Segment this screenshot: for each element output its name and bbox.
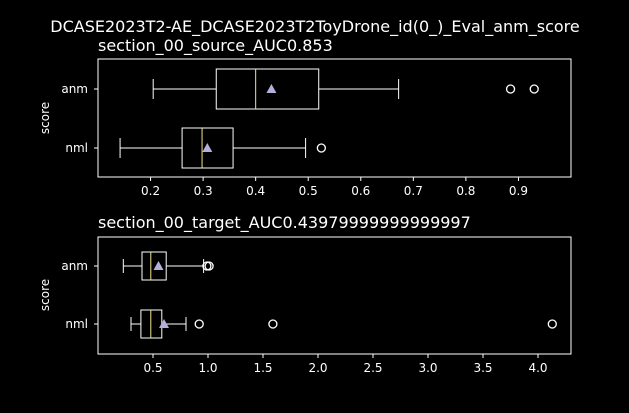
outlier-point-1	[529, 84, 539, 94]
panel-target-ytick-label-anm: anm	[61, 259, 88, 273]
outlier-point-0	[505, 84, 516, 94]
panel-target-box-nml	[130, 309, 557, 339]
panel-target-y-ticks: anm nml	[61, 259, 98, 331]
panel-target-xtick-label-2: 1.5	[253, 361, 272, 375]
panel-source-title: section_00_source_AUC0.853	[98, 36, 333, 56]
panel-target-title: section_00_target_AUC0.43979999999999997	[98, 213, 471, 233]
panel-target: section_00_target_AUC0.43979999999999997…	[38, 213, 572, 375]
panel-target-x-ticks: 0.5 1.0 1.5 2.0 2.5 3.0 3.5 4.0	[143, 354, 548, 375]
outlier-point-0	[316, 143, 327, 153]
panel-target-xtick-label-5: 3.0	[418, 361, 437, 375]
outlier-point-1	[204, 261, 214, 271]
panel-source-boxes	[119, 68, 539, 169]
panel-source-xtick-label-1: 0.3	[194, 184, 213, 198]
mean-marker	[159, 319, 169, 328]
panel-source-xtick-label-5: 0.7	[404, 184, 423, 198]
panel-source: section_00_source_AUC0.853 score 0.2 0.3 0…	[38, 36, 572, 198]
mean-marker	[266, 84, 277, 93]
panel-source-xtick-label-7: 0.9	[509, 184, 528, 198]
panel-target-plot-area	[97, 236, 572, 355]
panel-target-xtick-label-3: 2.0	[308, 361, 327, 375]
panel-target-xtick-label-4: 2.5	[363, 361, 382, 375]
panel-source-xtick-label-2: 0.4	[246, 184, 265, 198]
mean-marker	[202, 143, 213, 152]
mean-marker	[153, 261, 164, 270]
panel-source-x-ticks: 0.2 0.3 0.4 0.5 0.6 0.7 0.8 0.9	[141, 177, 528, 198]
panel-source-ylabel: score	[38, 102, 52, 134]
panel-source-ytick-label-nml: nml	[65, 141, 88, 155]
outlier-point-0	[194, 319, 204, 329]
iqr-box	[215, 68, 320, 110]
iqr-box	[141, 251, 167, 281]
panel-source-xtick-label-3: 0.5	[299, 184, 318, 198]
panel-target-xtick-label-7: 4.0	[528, 361, 547, 375]
iqr-box	[181, 127, 234, 169]
figure-suptitle: DCASE2023T2-AE_DCASE2023T2ToyDrone_id(0_…	[50, 17, 579, 37]
panel-source-xtick-label-0: 0.2	[141, 184, 160, 198]
panel-source-xtick-label-6: 0.8	[456, 184, 475, 198]
panel-source-ytick-label-anm: anm	[61, 82, 88, 96]
panel-source-xtick-label-4: 0.6	[351, 184, 370, 198]
panel-target-ytick-label-nml: nml	[65, 317, 88, 331]
panel-target-box-anm	[122, 251, 214, 281]
panel-source-box-anm	[152, 68, 539, 110]
outlier-point-2	[547, 319, 557, 329]
panel-source-box-nml	[119, 127, 327, 169]
panel-source-y-ticks: anm nml	[61, 82, 98, 155]
panel-target-xtick-label-1: 1.0	[198, 361, 217, 375]
panel-target-xtick-label-0: 0.5	[143, 361, 162, 375]
outlier-point-1	[268, 319, 278, 329]
panel-target-ylabel: score	[38, 279, 52, 311]
panel-target-boxes	[122, 251, 557, 339]
panel-target-xtick-label-6: 3.5	[473, 361, 492, 375]
panel-source-plot-area	[97, 58, 572, 178]
iqr-box	[140, 309, 163, 339]
